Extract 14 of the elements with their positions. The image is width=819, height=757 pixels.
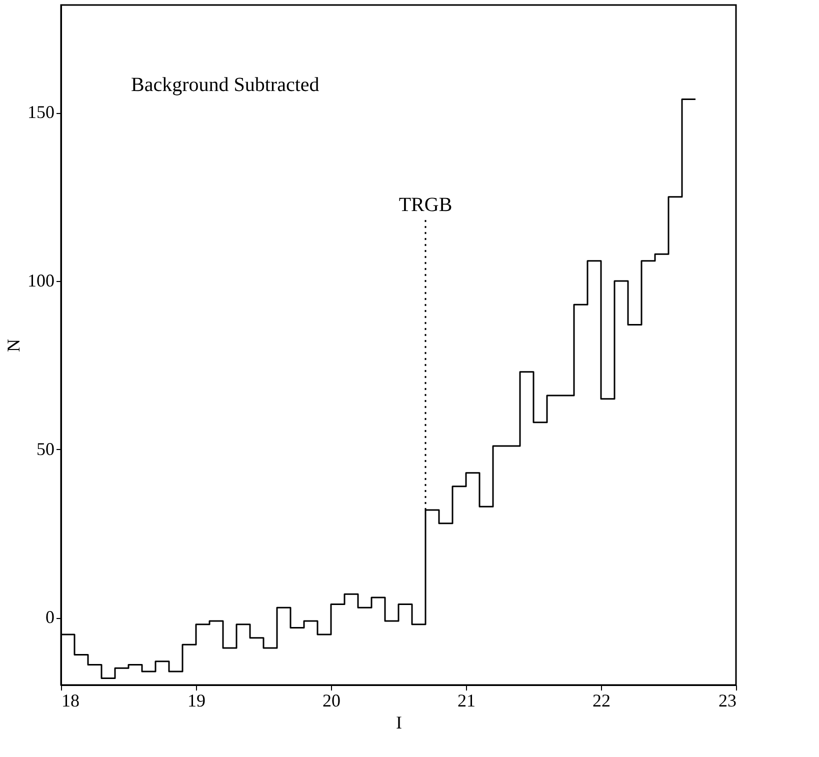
y-tick-label: 50 <box>36 438 54 459</box>
x-tick-label: 21 <box>458 690 476 710</box>
y-axis-title: N <box>4 339 24 352</box>
annotation: Background Subtracted <box>131 74 320 96</box>
x-tick-label: 22 <box>592 690 610 710</box>
ref-line-label: TRGB <box>398 194 452 216</box>
x-tick-label: 18 <box>62 690 80 710</box>
y-tick-label: 150 <box>28 102 54 122</box>
x-tick-label: 20 <box>322 690 340 710</box>
x-tick-label: 19 <box>188 690 206 710</box>
y-tick-label: 0 <box>46 607 54 628</box>
x-tick-label: 23 <box>718 690 736 710</box>
x-axis-title: I <box>396 712 402 732</box>
y-tick-label: 100 <box>28 270 54 291</box>
